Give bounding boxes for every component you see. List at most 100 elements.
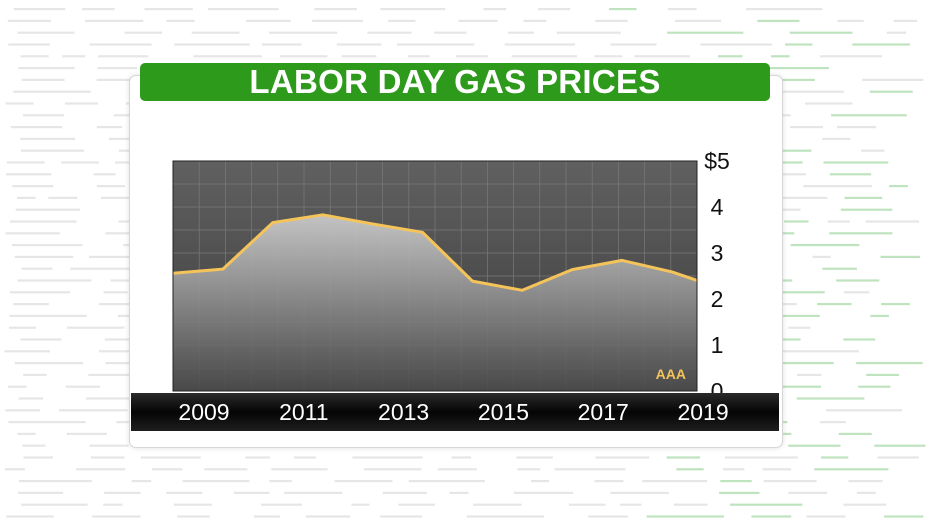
- ticker-bar: [380, 515, 422, 518]
- ticker-bar: [64, 102, 98, 105]
- ticker-bar: [352, 456, 423, 459]
- ticker-bar: [6, 173, 52, 176]
- ticker-bar: [70, 267, 147, 270]
- ticker-bar: [762, 468, 792, 471]
- ticker-bar: [790, 244, 860, 247]
- ticker-bar: [877, 456, 919, 459]
- ticker-bar: [666, 456, 701, 459]
- ticker-bar: [104, 338, 151, 341]
- ticker-bar: [789, 31, 853, 34]
- ticker-bar: [646, 515, 724, 518]
- ticker-bar: [4, 468, 25, 471]
- ticker-bar: [208, 8, 279, 11]
- ticker-bar: [246, 19, 291, 22]
- ticker-bar: [886, 31, 907, 34]
- ticker-bar: [797, 373, 822, 376]
- ticker-bar: [191, 31, 240, 34]
- ticker-bar: [719, 491, 760, 494]
- ticker-bar: [836, 279, 880, 282]
- chart-title: LABOR DAY GAS PRICES: [249, 63, 661, 100]
- ticker-bar: [770, 303, 797, 306]
- ticker-bar: [788, 326, 811, 329]
- ticker-bar: [12, 185, 54, 188]
- ticker-bar: [7, 19, 52, 22]
- ticker-bar: [763, 480, 817, 483]
- ticker-bar: [723, 468, 745, 471]
- ticker-bar: [124, 31, 163, 34]
- ticker-bar: [840, 208, 893, 211]
- ticker-bar: [92, 515, 141, 518]
- ticker-bar: [568, 503, 606, 506]
- x-tick-label: 2011: [279, 399, 328, 425]
- ticker-bar: [756, 67, 829, 70]
- ticker-bar: [20, 55, 49, 58]
- ticker-bar: [511, 55, 577, 58]
- ticker-bar: [837, 126, 877, 129]
- ticker-bar: [843, 503, 887, 506]
- ticker-bar: [776, 90, 844, 93]
- ticker-bar: [861, 149, 885, 152]
- ticker-bar: [21, 503, 88, 506]
- ticker-bar: [831, 114, 907, 117]
- ticker-bar: [13, 90, 91, 93]
- ticker-bar: [788, 491, 828, 494]
- ticker-bar: [609, 8, 637, 11]
- ticker-bar: [676, 468, 704, 471]
- ticker-bar: [334, 480, 393, 483]
- ticker-bar: [140, 456, 201, 459]
- ticker-bar: [89, 444, 129, 447]
- ticker-bar: [103, 291, 128, 294]
- ticker-bar: [398, 503, 435, 506]
- ticker-bar: [21, 267, 53, 270]
- ticker-bar: [20, 137, 76, 140]
- ticker-bar: [23, 114, 64, 117]
- ticker-bar: [96, 78, 157, 81]
- ticker-bar: [844, 196, 883, 199]
- ticker-bar: [11, 244, 83, 247]
- ticker-bar: [284, 491, 343, 494]
- ticker-bar: [513, 491, 574, 494]
- ticker-bar: [397, 43, 475, 46]
- ticker-bar: [821, 456, 849, 459]
- ticker-bar: [796, 397, 865, 400]
- ticker-bar: [89, 255, 152, 258]
- ticker-bar: [848, 480, 883, 483]
- ticker-bar: [761, 149, 812, 152]
- ticker-bar: [4, 350, 50, 353]
- ticker-bar: [99, 350, 157, 353]
- ticker-bar: [17, 279, 92, 282]
- ticker-bar: [173, 503, 212, 506]
- ticker-bar: [144, 8, 193, 11]
- ticker-bar: [351, 503, 370, 506]
- ticker-bar: [673, 503, 708, 506]
- ticker-bar: [14, 255, 74, 258]
- x-axis-ticks: 2009 2011 2013 2015 2017 2019: [178, 399, 728, 425]
- ticker-bar: [17, 196, 36, 199]
- ticker-bar: [5, 102, 34, 105]
- ticker-bar: [314, 8, 357, 11]
- ticker-bar: [18, 397, 44, 400]
- ticker-bar: [449, 491, 469, 494]
- ticker-bar: [866, 373, 899, 376]
- ticker-bar: [805, 102, 853, 105]
- ticker-bar: [9, 314, 87, 317]
- ticker-bar: [13, 303, 49, 306]
- ticker-bar: [827, 220, 850, 223]
- ticker-bar: [884, 515, 924, 518]
- x-tick-label: 2015: [478, 399, 529, 425]
- ticker-bar: [554, 468, 626, 471]
- y-tick-label: 2: [711, 286, 724, 312]
- ticker-bar: [96, 185, 126, 188]
- ticker-bar: [17, 432, 36, 435]
- ticker-bar: [67, 326, 125, 329]
- ticker-bar: [86, 397, 151, 400]
- ticker-bar: [166, 19, 195, 22]
- ticker-bar: [305, 515, 351, 518]
- ticker-bar: [8, 421, 86, 424]
- ticker-bar: [253, 515, 280, 518]
- ticker-bar: [177, 515, 210, 518]
- ticker-bar: [245, 456, 270, 459]
- ticker-bar: [96, 126, 123, 129]
- ticker-bar: [84, 19, 144, 22]
